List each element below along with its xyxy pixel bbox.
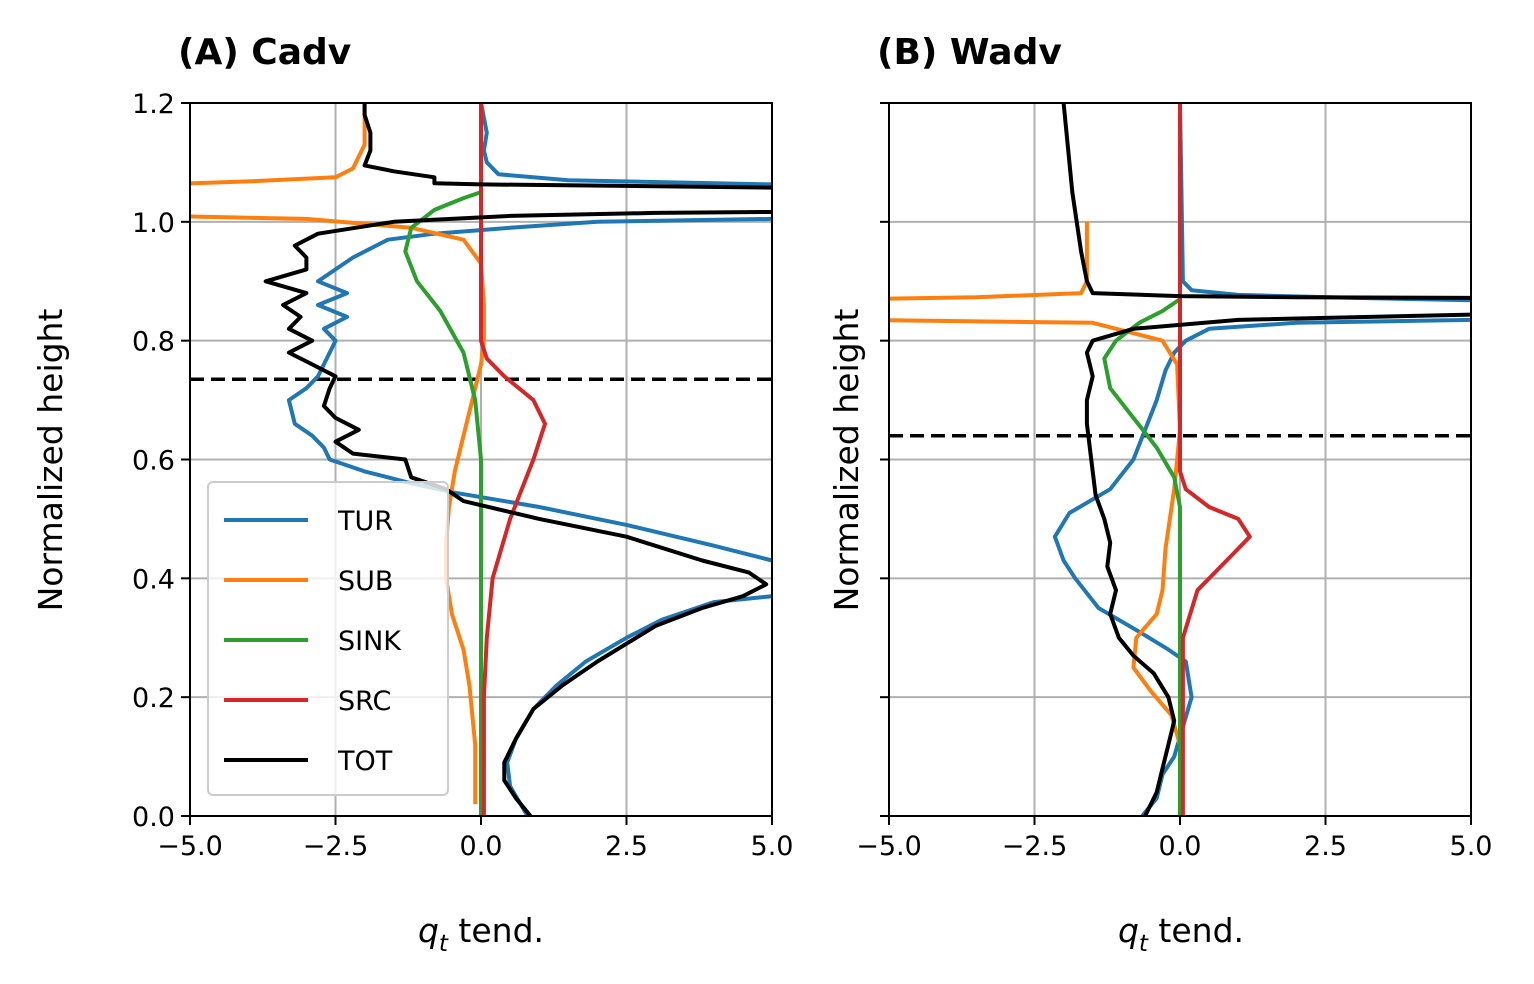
x-tick-label: 5.0 — [1450, 831, 1493, 862]
x-tick-label: −2.5 — [1002, 831, 1068, 862]
y-tick-label: 0.4 — [132, 564, 175, 595]
y-tick-label: 1.0 — [132, 208, 175, 239]
x-tick-label: −2.5 — [303, 831, 369, 862]
series-tur-line-a — [286, 103, 772, 816]
x-tick-label: −5.0 — [856, 831, 922, 862]
panel-a-ylabel: Normalized height — [31, 309, 70, 612]
legend-label-tur: TUR — [337, 506, 393, 537]
y-tick-label: 0.2 — [132, 683, 175, 714]
series-sub-line-a — [190, 103, 486, 805]
panel-b-ticks: −5.0 −2.5 0.0 2.5 5.0 — [856, 102, 1493, 862]
series-sink-line-a — [403, 103, 483, 816]
y-tick-label: 0.0 — [132, 802, 175, 833]
legend-box — [207, 481, 449, 796]
legend: TUR SUB SINK SRC TOT — [207, 481, 449, 796]
legend-label-src: SRC — [338, 686, 391, 717]
panel-b: (B) Wadv −5.0 −2.5 0.0 2.5 5.0 qt tend. Norm… — [827, 32, 1493, 957]
series-sink-line-b — [1102, 103, 1182, 816]
y-tick-label: 1.2 — [132, 89, 175, 120]
x-tick-label: 0.0 — [460, 831, 503, 862]
x-tick-label: 0.0 — [1159, 831, 1202, 862]
panel-b-title: (B) Wadv — [877, 32, 1062, 73]
series-tot-line-a — [263, 103, 772, 816]
x-tick-label: 2.5 — [1304, 831, 1347, 862]
legend-label-sub: SUB — [338, 566, 393, 597]
panel-a-xlabel: qt tend. — [418, 911, 544, 957]
series-src-line-a — [479, 103, 547, 816]
series-tot-line-b — [1061, 103, 1471, 816]
y-tick-label: 0.8 — [132, 327, 175, 358]
panel-a-title: (A) Cadv — [178, 32, 351, 73]
y-tick-label: 0.6 — [132, 446, 175, 477]
x-tick-label: 2.5 — [605, 831, 648, 862]
panel-a-series — [190, 103, 772, 816]
legend-label-sink: SINK — [338, 626, 402, 657]
panel-b-series — [889, 103, 1471, 816]
panel-b-xlabel: qt tend. — [1118, 911, 1244, 957]
panel-b-ylabel: Normalized height — [827, 309, 866, 612]
panel-a: (A) Cadv −5.0 −2.5 0.0 2.5 5.0 0.0 0.2 0.4 0.6 0.… — [31, 32, 793, 957]
panel-a-ticks: −5.0 −2.5 0.0 2.5 5.0 0.0 0.2 0.4 0.6 0.8 1.0 1.2 — [132, 89, 793, 862]
x-tick-label: −5.0 — [157, 831, 223, 862]
series-sub-line-b — [889, 221, 1182, 816]
x-tick-label: 5.0 — [751, 831, 794, 862]
series-src-line-b — [1178, 103, 1252, 816]
legend-label-tot: TOT — [337, 746, 393, 777]
